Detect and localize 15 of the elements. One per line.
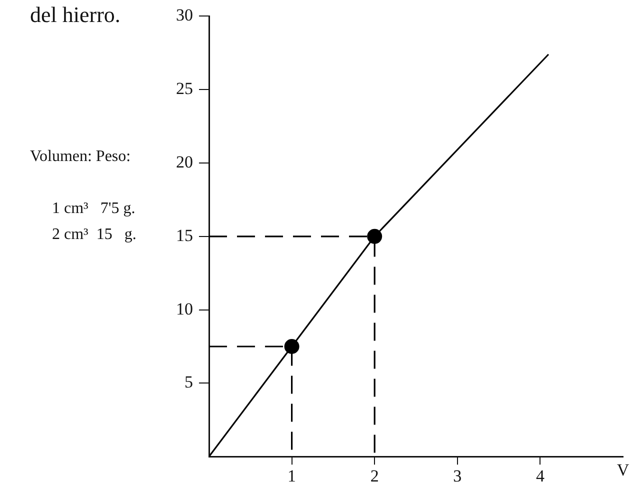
y-tick-label: 10 <box>176 299 193 318</box>
text: Volumen: Peso: <box>30 148 131 166</box>
y-tick-label: 15 <box>176 226 193 245</box>
x-tick-label: 1 <box>288 466 296 486</box>
x-tick-label: 3 <box>453 466 462 486</box>
x-axis-title: V <box>616 460 630 480</box>
y-tick-label: 20 <box>176 152 193 172</box>
text: 1 cm³ 7'5 g. <box>52 200 136 218</box>
y-tick-label: 5 <box>184 372 193 392</box>
text: del hierro. <box>30 2 120 28</box>
y-tick-label: 25 <box>176 79 193 98</box>
x-tick-label: 4 <box>536 466 545 486</box>
x-tick-label: 2 <box>370 466 379 486</box>
text: 2 cm³ 15 g. <box>52 226 136 244</box>
y-tick-label: 30 <box>176 6 193 25</box>
